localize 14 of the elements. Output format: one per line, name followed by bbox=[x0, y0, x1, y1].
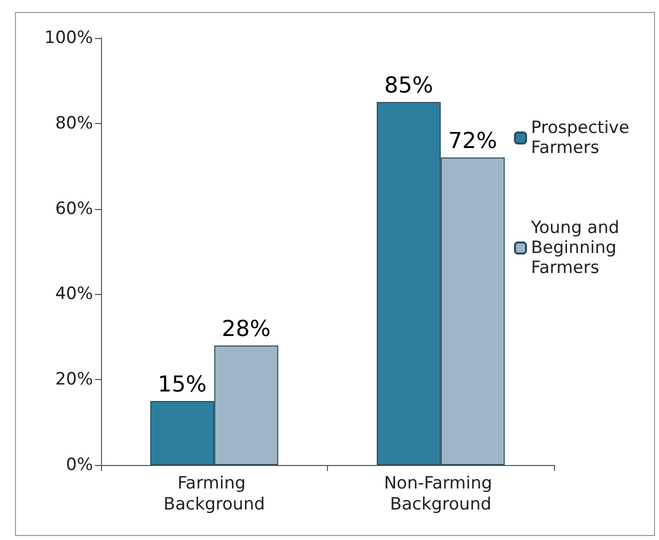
y-tick-label: 40% bbox=[55, 284, 93, 304]
legend-label: Young and Beginning Farmers bbox=[530, 218, 625, 278]
data-label: 15% bbox=[158, 372, 207, 398]
y-tick-label: 0% bbox=[66, 455, 93, 475]
x-tick-label: Non-Farming Background bbox=[384, 474, 498, 514]
x-tick-label: Farming Background bbox=[164, 474, 265, 514]
y-tick-label: 80% bbox=[55, 113, 93, 134]
data-label: 72% bbox=[448, 129, 498, 154]
y-tick-label: 60% bbox=[55, 198, 93, 219]
data-label: 28% bbox=[222, 316, 271, 342]
data-label: 85% bbox=[384, 74, 434, 99]
y-tick-label: 20% bbox=[55, 370, 93, 390]
legend-label: Prospective Farmers bbox=[531, 118, 635, 158]
y-tick-label: 100% bbox=[44, 28, 93, 48]
